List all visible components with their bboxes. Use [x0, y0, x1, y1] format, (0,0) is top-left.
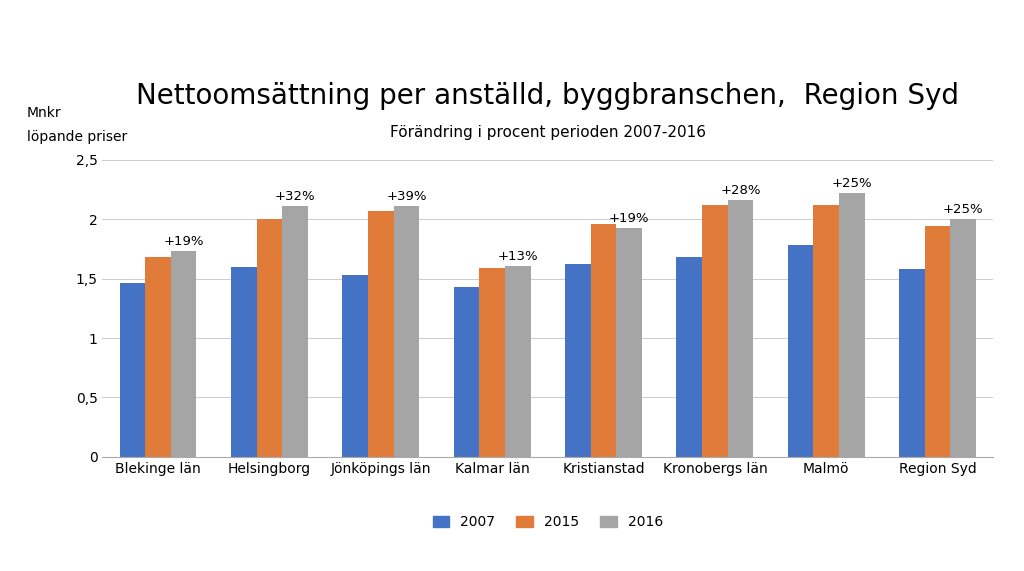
Text: +28%: +28% [720, 184, 761, 198]
Title: Nettoomsättning per anställd, byggbranschen,  Region Syd: Nettoomsättning per anställd, byggbransc… [136, 82, 959, 110]
Bar [925, 226, 950, 457]
Bar [728, 200, 754, 457]
Text: +32%: +32% [274, 190, 315, 203]
Bar [342, 275, 368, 457]
Bar [479, 268, 505, 457]
Bar [813, 205, 839, 457]
Bar [950, 219, 976, 457]
Text: Förändring i procent perioden 2007-2016: Förändring i procent perioden 2007-2016 [390, 126, 706, 140]
Bar [145, 258, 171, 457]
Text: +19%: +19% [609, 212, 649, 224]
Bar [899, 269, 925, 457]
Text: Mnkr: Mnkr [27, 106, 61, 120]
Text: +19%: +19% [164, 235, 204, 248]
Bar [505, 266, 530, 457]
Text: +25%: +25% [943, 203, 983, 216]
Bar [257, 219, 283, 457]
Text: +13%: +13% [498, 250, 538, 263]
Bar [393, 206, 419, 457]
Bar [787, 246, 813, 457]
Bar [702, 205, 728, 457]
Bar [591, 224, 616, 457]
Bar [839, 193, 864, 457]
Bar [565, 264, 591, 457]
Bar [120, 283, 145, 457]
Bar [231, 267, 257, 457]
Legend: 2007, 2015, 2016: 2007, 2015, 2016 [426, 508, 670, 536]
Bar [368, 211, 393, 457]
Bar [454, 287, 479, 457]
Text: löpande priser: löpande priser [27, 130, 127, 144]
Bar [283, 206, 308, 457]
Bar [616, 228, 642, 457]
Text: +39%: +39% [386, 190, 427, 203]
Bar [171, 251, 197, 457]
Text: +25%: +25% [831, 177, 872, 190]
Bar [677, 258, 702, 457]
